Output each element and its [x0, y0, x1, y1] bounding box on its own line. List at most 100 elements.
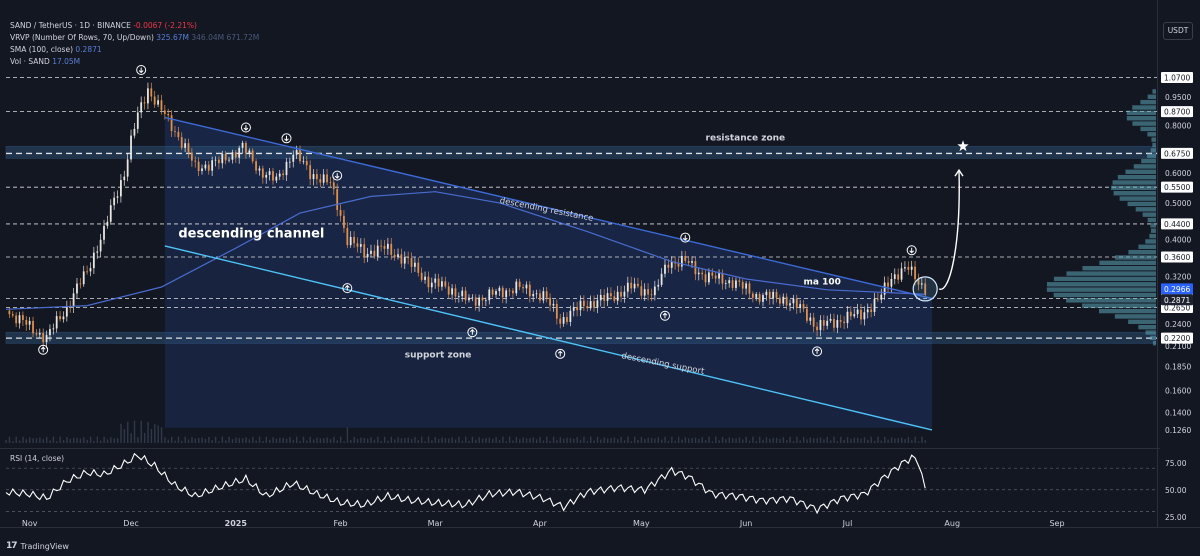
- volume-profile-bar: [1135, 207, 1156, 212]
- volume-bar: [174, 440, 176, 443]
- candle-body: [626, 282, 629, 292]
- volume-bar: [742, 439, 744, 443]
- volume-bar: [867, 439, 869, 443]
- price-level-badge: [1161, 332, 1193, 344]
- volume-bar: [106, 439, 109, 443]
- time-tick: 2025: [225, 519, 248, 528]
- volume-profile-bar: [1149, 233, 1156, 239]
- candle-body: [910, 266, 913, 270]
- volume-bar: [583, 436, 585, 443]
- candle-body: [261, 168, 264, 178]
- volume-bar: [143, 432, 146, 443]
- volume-bar: [525, 438, 528, 443]
- candle-body: [76, 283, 78, 294]
- candle-body: [772, 291, 775, 299]
- volume-bar: [397, 437, 399, 443]
- volume-bar: [198, 437, 200, 443]
- sma-label[interactable]: SMA (100, close): [10, 45, 73, 54]
- volume-bar: [769, 438, 771, 443]
- vrvp-label[interactable]: VRVP (Number Of Rows, 70, Up/Down): [10, 33, 154, 42]
- candle-body: [833, 318, 835, 328]
- candle-body: [468, 297, 470, 301]
- candle-body: [238, 147, 241, 158]
- candle-body: [907, 267, 910, 270]
- volume-bar: [309, 436, 311, 443]
- volume-bar: [573, 438, 575, 443]
- candle-body: [265, 174, 268, 178]
- volume-bar: [836, 441, 839, 443]
- volume-bar: [218, 441, 220, 443]
- volume-bar: [796, 436, 798, 443]
- price-level-badge: [1161, 181, 1193, 193]
- candle-body: [738, 280, 741, 282]
- vrvp-down-value: 346.04M: [191, 33, 225, 42]
- volume-bar: [529, 438, 531, 443]
- arrow-down-icon-arrow: [334, 173, 340, 179]
- arrow-down-icon-arrow: [284, 135, 289, 142]
- volume-bar: [600, 439, 602, 443]
- candle-body: [785, 296, 788, 306]
- candle-body: [373, 250, 376, 257]
- price-level-badge: [1161, 72, 1193, 84]
- candle-body: [204, 164, 207, 169]
- volume-bar: [262, 441, 264, 443]
- candle-body: [366, 253, 369, 258]
- candle-body: [701, 272, 704, 275]
- volume-bar: [170, 436, 173, 443]
- volume-profile-bar: [1126, 116, 1156, 121]
- candle-body: [789, 303, 791, 306]
- candle-body: [197, 161, 200, 172]
- currency-selector[interactable]: USDT: [1163, 22, 1193, 40]
- candle-body: [103, 225, 105, 240]
- candle-body: [89, 268, 92, 272]
- tradingview-branding[interactable]: 17 TradingView: [6, 541, 69, 551]
- candle-body: [664, 264, 666, 274]
- candle-body: [92, 252, 95, 269]
- candle-body: [255, 161, 257, 171]
- volume-bar: [779, 438, 781, 443]
- volume-bar: [488, 437, 491, 443]
- volume-bar: [343, 441, 345, 443]
- volume-bar: [417, 440, 420, 443]
- symbol-label[interactable]: SAND / TetherUS · 1D · BINANCE: [10, 21, 131, 30]
- volume-bar: [59, 436, 61, 443]
- candle-body: [728, 280, 731, 284]
- candle-body: [343, 215, 345, 229]
- volume-profile-bar: [1099, 260, 1156, 266]
- candle-body: [735, 280, 737, 288]
- candle-body: [481, 297, 484, 301]
- volume-bar: [387, 440, 389, 443]
- volume-profile-bar: [1128, 249, 1156, 255]
- volume-bar: [424, 441, 426, 443]
- vrvp-row[interactable]: VRVP (Number Of Rows, 70, Up/Down) 325.6…: [10, 32, 259, 44]
- symbol-row[interactable]: SAND / TetherUS · 1D · BINANCE -0.0067 (…: [10, 20, 259, 32]
- volume-bar: [8, 436, 11, 443]
- candle-body: [731, 280, 734, 288]
- candle-body: [326, 174, 328, 183]
- volume-bar: [843, 439, 845, 443]
- volume-bar: [15, 436, 17, 443]
- candle-body: [383, 245, 386, 249]
- volume-bar: [711, 441, 714, 443]
- volume-bar: [661, 439, 663, 443]
- volume-profile-bar: [1117, 174, 1156, 180]
- volume-row[interactable]: Vol · SAND 17.05M: [10, 56, 259, 68]
- volume-bar: [813, 438, 815, 443]
- candle-body: [130, 135, 132, 160]
- volume-bar: [116, 438, 119, 443]
- volume-bar: [894, 438, 896, 443]
- volume-bar: [461, 440, 464, 443]
- volume-bar: [377, 436, 379, 443]
- descending-support-line: [164, 245, 933, 431]
- price-tick: 0.1400: [1165, 409, 1191, 418]
- candle-body: [572, 307, 575, 311]
- arrow-down-icon: [136, 65, 147, 75]
- volume-bar: [52, 436, 55, 443]
- price-tick: 0.1850: [1165, 363, 1191, 372]
- sma-row[interactable]: SMA (100, close) 0.2871: [10, 44, 259, 56]
- volume-label[interactable]: Vol · SAND: [10, 57, 50, 66]
- volume-bar: [610, 438, 612, 443]
- volume-profile-bar: [1138, 324, 1156, 330]
- rsi-title[interactable]: RSI (14, close): [10, 454, 65, 463]
